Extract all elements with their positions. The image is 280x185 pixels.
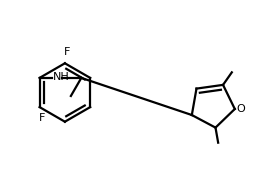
Text: F: F — [64, 47, 70, 57]
Text: F: F — [39, 113, 46, 123]
Text: O: O — [237, 104, 245, 114]
Text: NH: NH — [52, 72, 69, 82]
